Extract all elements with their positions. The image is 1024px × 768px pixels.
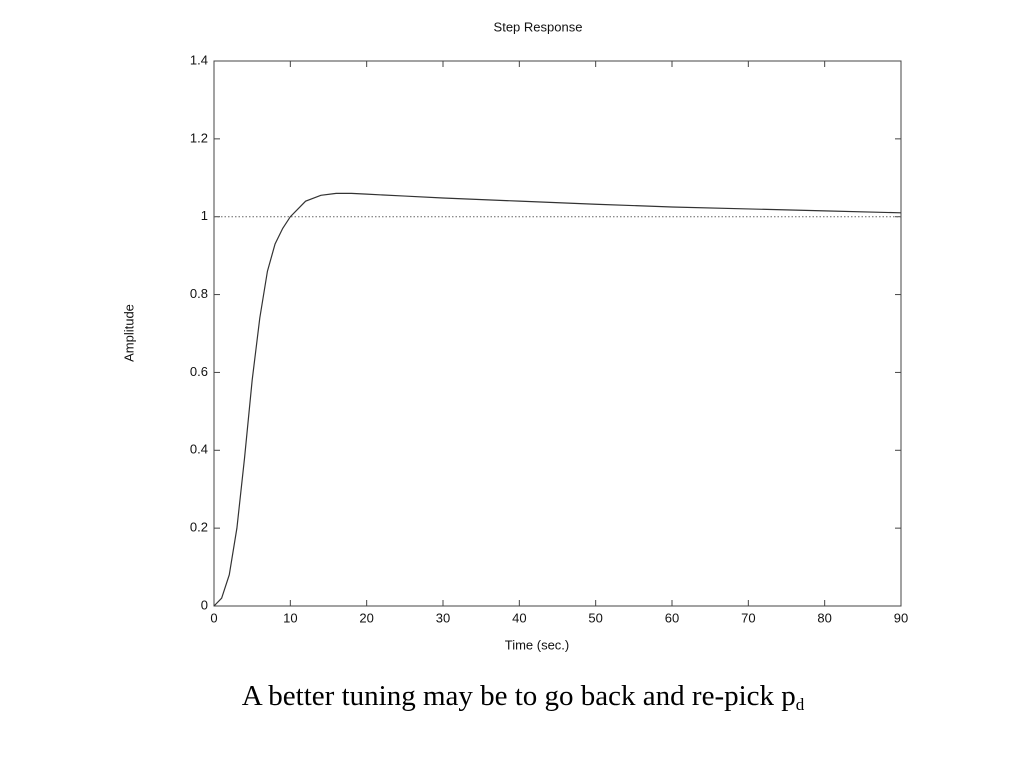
- response-line: [213, 192, 902, 607]
- x-tick-label: 20: [359, 610, 373, 625]
- x-tick-label: 30: [436, 610, 450, 625]
- y-tick-label: 1.2: [190, 130, 208, 145]
- y-tick-label: 0.4: [190, 442, 208, 457]
- chart-title: Step Response: [494, 19, 583, 34]
- y-tick-label: 0.8: [190, 286, 208, 301]
- y-tick-label: 1: [201, 208, 208, 223]
- y-tick-label: 1.4: [190, 52, 208, 67]
- x-tick-label: 70: [741, 610, 755, 625]
- x-tick-label: 10: [283, 610, 297, 625]
- caption: A better tuning may be to go back and re…: [242, 680, 805, 714]
- y-tick-label: 0: [201, 597, 208, 612]
- x-tick-label: 90: [894, 610, 908, 625]
- x-tick-label: 60: [665, 610, 679, 625]
- y-tick-label: 0.2: [190, 520, 208, 535]
- x-tick-label: 40: [512, 610, 526, 625]
- y-axis-label: Amplitude: [121, 304, 136, 362]
- x-tick-label: 80: [817, 610, 831, 625]
- caption-text: A better tuning may be to go back and re…: [242, 680, 796, 712]
- y-tick-label: 0.6: [190, 364, 208, 379]
- x-tick-label: 0: [210, 610, 217, 625]
- x-axis-label: Time (sec.): [505, 637, 570, 652]
- caption-subscript: d: [796, 695, 805, 714]
- plot-frame: [213, 60, 902, 607]
- x-tick-label: 50: [588, 610, 602, 625]
